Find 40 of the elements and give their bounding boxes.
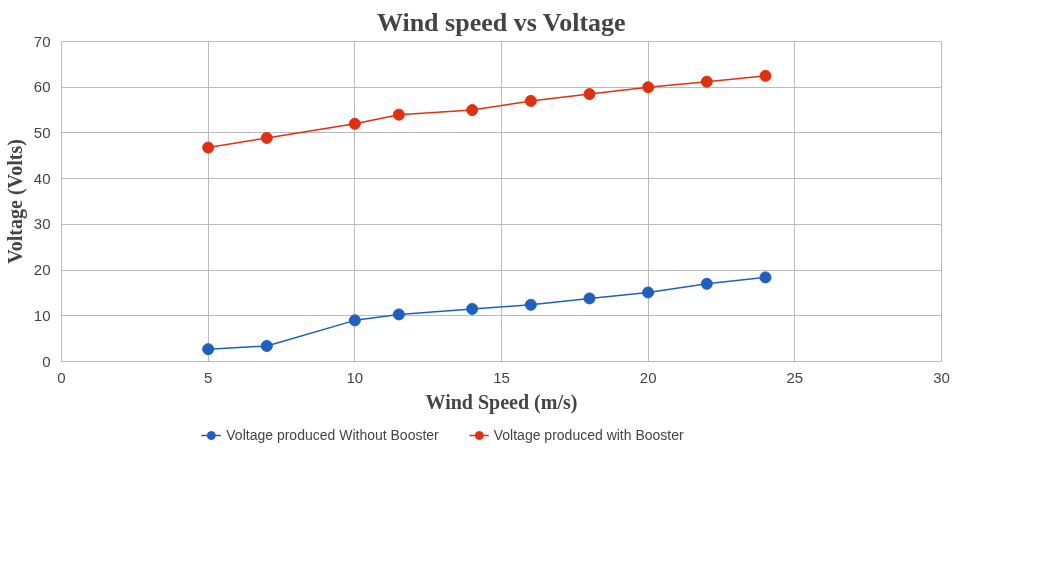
legend-label: Voltage produced Without Booster: [226, 427, 439, 443]
point: [524, 94, 537, 107]
x-tick-label: 0: [57, 368, 66, 386]
y-tick-label: 10: [33, 306, 51, 324]
x-tick-label: 20: [639, 368, 657, 386]
point: [348, 117, 361, 130]
point: [642, 286, 655, 299]
y-tick-label: 60: [33, 78, 51, 96]
legend-label: Voltage produced with Booster: [493, 427, 684, 443]
x-tick-label: 25: [786, 368, 804, 386]
y-tick-label: 0: [42, 352, 51, 370]
point: [759, 271, 772, 284]
x-axis-title: Wind Speed (m/s): [425, 390, 578, 414]
point: [759, 69, 772, 82]
point: [202, 343, 215, 356]
point: [642, 81, 655, 94]
y-tick-label: 20: [33, 261, 51, 279]
point: [392, 108, 405, 121]
point: [392, 308, 405, 321]
point: [348, 314, 361, 327]
y-tick-label: 30: [33, 215, 51, 233]
point: [466, 104, 479, 117]
y-axis-title: Voltage (Volts): [3, 139, 27, 264]
y-tick-label: 50: [33, 123, 51, 141]
x-tick-label: 15: [493, 368, 510, 386]
x-tick-label: 30: [933, 368, 950, 386]
x-tick-label: 10: [346, 368, 364, 386]
point: [583, 292, 596, 305]
point: [583, 88, 596, 101]
point: [466, 302, 479, 315]
x-tick-label: 5: [204, 368, 213, 386]
point: [524, 298, 537, 311]
y-tick-label: 70: [33, 32, 51, 50]
y-tick-label: 40: [33, 169, 51, 187]
point: [260, 339, 273, 352]
point: [260, 131, 273, 144]
point: [700, 75, 713, 88]
chart-title: Wind speed vs Voltage: [376, 7, 626, 37]
point: [700, 277, 713, 290]
point: [202, 141, 215, 154]
